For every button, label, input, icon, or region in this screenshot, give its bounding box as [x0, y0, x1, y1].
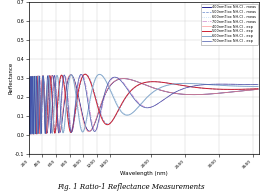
600nmTiox NH-Cl - meas — [116, 103, 119, 105]
Line: 700nmTiox NH-Cl - meas: 700nmTiox NH-Cl - meas — [30, 74, 258, 134]
700nmTiox NH-Cl - meas — [54, 79, 57, 81]
400nmTiox NH-Cl - meas — [116, 79, 119, 81]
500nmTiox NH-Cl - meas — [227, 88, 231, 91]
500nmTiox NH-Cl - meas — [28, 93, 31, 95]
500nmTiox NH-Cl - exp — [227, 88, 231, 91]
600nmTiox NH-Cl - exp — [256, 85, 260, 88]
400nmTiox NH-Cl - exp — [54, 102, 57, 104]
600nmTiox NH-Cl - meas — [125, 113, 129, 116]
700nmTiox NH-Cl - exp — [256, 84, 260, 86]
700nmTiox NH-Cl - meas — [116, 76, 119, 79]
600nmTiox NH-Cl - meas — [227, 85, 231, 87]
400nmTiox NH-Cl - exp — [256, 88, 260, 91]
500nmTiox NH-Cl - meas — [125, 95, 129, 97]
500nmTiox NH-Cl - meas — [54, 131, 57, 133]
400nmTiox NH-Cl - meas — [28, 89, 31, 92]
400nmTiox NH-Cl - meas — [69, 74, 73, 76]
500nmTiox NH-Cl - exp — [54, 128, 57, 130]
400nmTiox NH-Cl - meas — [252, 89, 255, 91]
700nmTiox NH-Cl - meas — [68, 110, 71, 112]
600nmTiox NH-Cl - exp — [29, 133, 32, 135]
600nmTiox NH-Cl - meas — [256, 85, 260, 88]
Line: 500nmTiox NH-Cl - exp: 500nmTiox NH-Cl - exp — [30, 74, 258, 134]
600nmTiox NH-Cl - exp — [227, 85, 231, 87]
700nmTiox NH-Cl - exp — [227, 83, 231, 85]
400nmTiox NH-Cl - exp — [68, 74, 71, 77]
400nmTiox NH-Cl - meas — [68, 75, 71, 78]
500nmTiox NH-Cl - exp — [116, 111, 119, 113]
600nmTiox NH-Cl - exp — [116, 104, 119, 107]
Text: Fig. 1 Ratio-1 Reflectance Measurements: Fig. 1 Ratio-1 Reflectance Measurements — [57, 183, 205, 191]
X-axis label: Wavelength (nm): Wavelength (nm) — [120, 171, 168, 176]
500nmTiox NH-Cl - exp — [252, 88, 255, 90]
600nmTiox NH-Cl - exp — [28, 125, 31, 127]
400nmTiox NH-Cl - meas — [29, 132, 32, 135]
500nmTiox NH-Cl - exp — [68, 127, 71, 129]
600nmTiox NH-Cl - meas — [68, 81, 71, 84]
700nmTiox NH-Cl - meas — [32, 132, 35, 135]
600nmTiox NH-Cl - exp — [125, 114, 129, 116]
500nmTiox NH-Cl - meas — [256, 88, 260, 90]
600nmTiox NH-Cl - meas — [28, 97, 31, 99]
Y-axis label: Reflectance: Reflectance — [9, 62, 14, 94]
700nmTiox NH-Cl - exp — [28, 131, 31, 133]
700nmTiox NH-Cl - meas — [256, 84, 260, 86]
700nmTiox NH-Cl - meas — [252, 83, 255, 86]
500nmTiox NH-Cl - exp — [28, 116, 31, 119]
700nmTiox NH-Cl - exp — [79, 73, 83, 75]
500nmTiox NH-Cl - exp — [28, 133, 31, 135]
400nmTiox NH-Cl - exp — [69, 74, 72, 76]
400nmTiox NH-Cl - exp — [252, 89, 255, 91]
400nmTiox NH-Cl - exp — [116, 79, 119, 81]
400nmTiox NH-Cl - exp — [28, 133, 31, 135]
700nmTiox NH-Cl - meas — [28, 101, 31, 103]
500nmTiox NH-Cl - meas — [84, 73, 87, 75]
Line: 600nmTiox NH-Cl - exp: 600nmTiox NH-Cl - exp — [30, 74, 258, 134]
700nmTiox NH-Cl - exp — [125, 88, 129, 90]
600nmTiox NH-Cl - meas — [54, 87, 57, 89]
Line: 600nmTiox NH-Cl - meas: 600nmTiox NH-Cl - meas — [30, 74, 258, 134]
400nmTiox NH-Cl - meas — [227, 91, 231, 93]
500nmTiox NH-Cl - meas — [116, 112, 119, 114]
400nmTiox NH-Cl - exp — [125, 78, 129, 80]
400nmTiox NH-Cl - meas — [256, 88, 260, 90]
700nmTiox NH-Cl - exp — [252, 83, 255, 86]
400nmTiox NH-Cl - meas — [125, 78, 129, 80]
700nmTiox NH-Cl - meas — [125, 87, 129, 89]
600nmTiox NH-Cl - exp — [54, 81, 57, 83]
Line: 400nmTiox NH-Cl - exp: 400nmTiox NH-Cl - exp — [30, 75, 258, 134]
500nmTiox NH-Cl - exp — [256, 88, 260, 90]
600nmTiox NH-Cl - meas — [28, 132, 31, 135]
600nmTiox NH-Cl - exp — [68, 78, 71, 81]
700nmTiox NH-Cl - exp — [116, 77, 119, 79]
500nmTiox NH-Cl - meas — [68, 123, 71, 126]
700nmTiox NH-Cl - exp — [68, 118, 71, 120]
Line: 700nmTiox NH-Cl - exp: 700nmTiox NH-Cl - exp — [30, 74, 258, 134]
500nmTiox NH-Cl - exp — [125, 94, 129, 96]
400nmTiox NH-Cl - exp — [227, 91, 231, 93]
700nmTiox NH-Cl - exp — [54, 85, 57, 87]
700nmTiox NH-Cl - exp — [29, 133, 32, 135]
Legend: 400nmTiox NH-Cl - meas, 500nmTiox NH-Cl - meas, 600nmTiox NH-Cl - meas, 700nmTio: 400nmTiox NH-Cl - meas, 500nmTiox NH-Cl … — [201, 4, 258, 45]
400nmTiox NH-Cl - meas — [54, 97, 57, 99]
500nmTiox NH-Cl - meas — [252, 88, 255, 90]
400nmTiox NH-Cl - exp — [28, 107, 31, 109]
600nmTiox NH-Cl - meas — [252, 85, 255, 88]
500nmTiox NH-Cl - exp — [84, 73, 87, 75]
Line: 500nmTiox NH-Cl - meas: 500nmTiox NH-Cl - meas — [30, 74, 258, 134]
600nmTiox NH-Cl - exp — [98, 73, 101, 75]
600nmTiox NH-Cl - exp — [252, 85, 255, 88]
700nmTiox NH-Cl - meas — [80, 73, 83, 75]
500nmTiox NH-Cl - meas — [32, 132, 35, 135]
700nmTiox NH-Cl - meas — [227, 83, 231, 85]
Line: 400nmTiox NH-Cl - meas: 400nmTiox NH-Cl - meas — [30, 75, 258, 134]
600nmTiox NH-Cl - meas — [99, 73, 102, 76]
